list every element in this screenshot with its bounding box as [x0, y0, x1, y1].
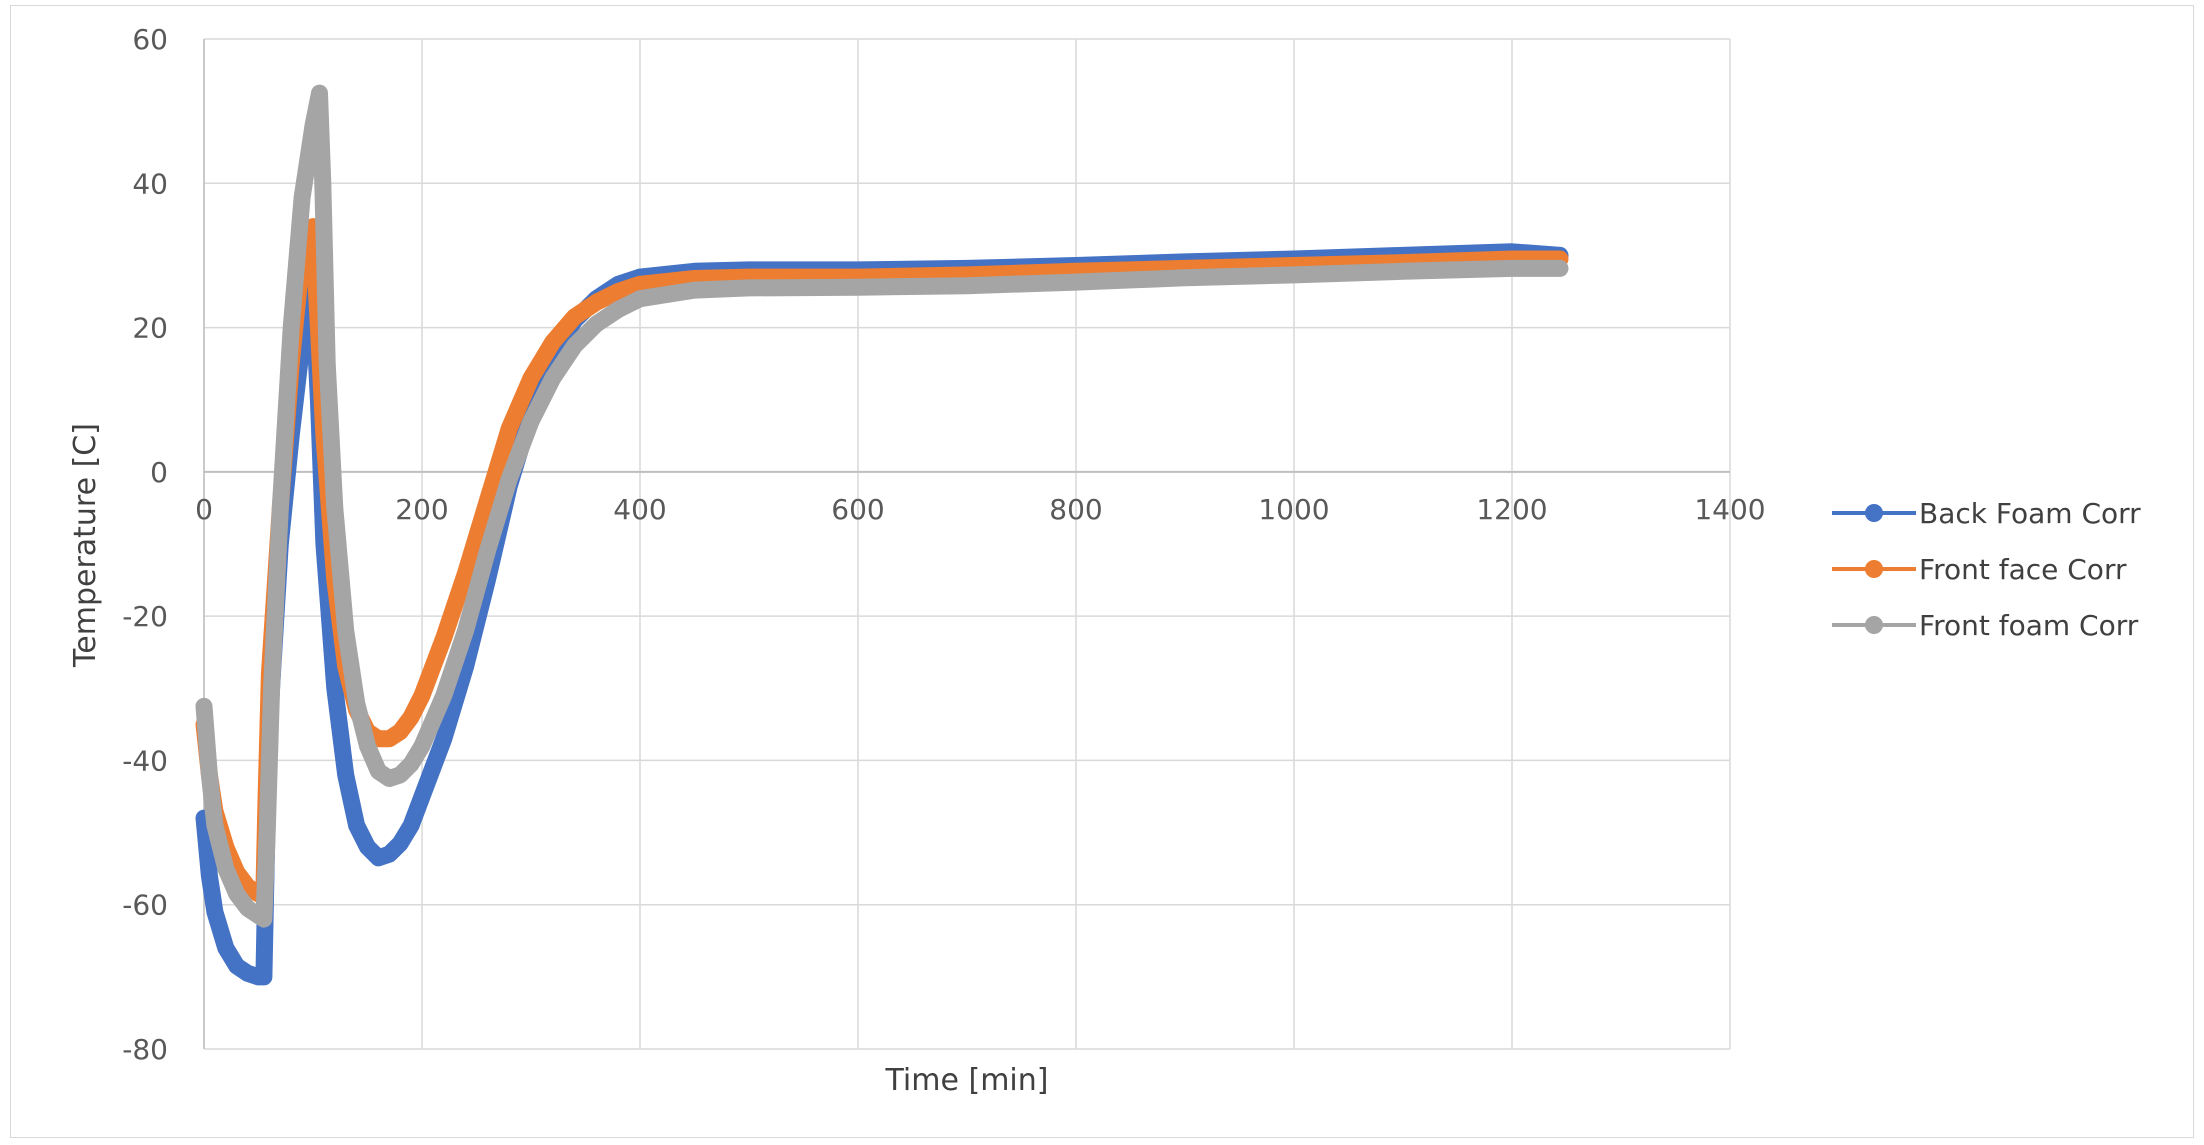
legend-entry: Back Foam Corr — [1832, 497, 2141, 530]
x-axis-title: Time [min] — [885, 1063, 1049, 1098]
x-tick-label: 400 — [613, 493, 666, 526]
y-tick-label: 40 — [132, 167, 168, 200]
x-tick-label: 1400 — [1694, 493, 1765, 526]
x-tick-label: 0 — [195, 493, 213, 526]
legend-marker — [1865, 616, 1883, 634]
series-line-3 — [195, 84, 1569, 928]
y-tick-label: 0 — [150, 456, 168, 489]
x-tick-label: 600 — [831, 493, 884, 526]
x-tick-label: 800 — [1049, 493, 1102, 526]
y-tick-label: -80 — [122, 1033, 168, 1066]
plot-area-rect — [204, 39, 1730, 1049]
x-tick-label: 1200 — [1476, 493, 1547, 526]
y-tick-label: 60 — [132, 23, 168, 56]
y-tick-label: 20 — [132, 312, 168, 345]
series-lines — [195, 84, 1569, 986]
x-tick-label: 200 — [395, 493, 448, 526]
legend-entry: Front face Corr — [1832, 553, 2127, 586]
legend-marker — [1865, 504, 1883, 522]
legend-label: Front foam Corr — [1919, 609, 2139, 642]
y-tick-label: -40 — [122, 744, 168, 777]
plot-area — [204, 39, 1730, 1049]
legend-label: Front face Corr — [1919, 553, 2127, 586]
x-tick-label: 1000 — [1258, 493, 1329, 526]
y-axis-title: Temperature [C] — [68, 423, 103, 668]
legend-label: Back Foam Corr — [1919, 497, 2141, 530]
y-tick-label: -60 — [122, 889, 168, 922]
y-tick-label: -20 — [122, 600, 168, 633]
legend: Back Foam Corr Front face Corr Front foam … — [1832, 497, 2141, 642]
legend-marker — [1865, 560, 1883, 578]
legend-entry: Front foam Corr — [1832, 609, 2139, 642]
